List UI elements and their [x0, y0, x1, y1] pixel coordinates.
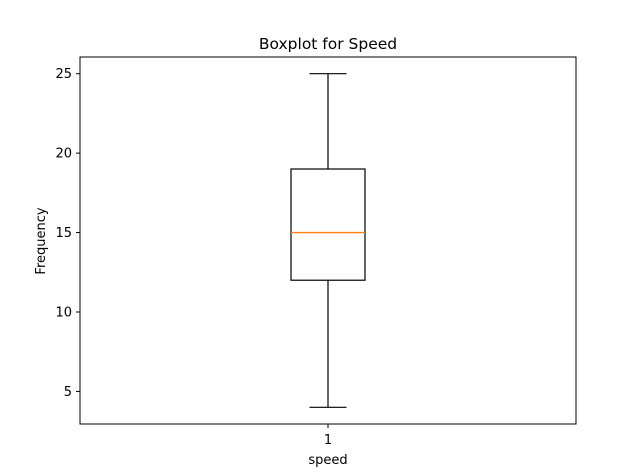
- y-tick-label: 15: [55, 226, 72, 241]
- y-tick-label: 5: [64, 385, 72, 400]
- box-group: [290, 73, 366, 408]
- y-tick-label: 25: [55, 67, 72, 82]
- y-tick-label: 10: [55, 305, 72, 320]
- x-axis-label: speed: [308, 453, 347, 468]
- y-axis-label: Frequency: [34, 207, 49, 274]
- y-tick-label: 20: [55, 147, 72, 162]
- x-tick-label: 1: [324, 433, 332, 448]
- y-axis: 5 10 15 20 25: [55, 67, 80, 400]
- chart-title: Boxplot for Speed: [259, 35, 397, 53]
- box-iqr: [290, 168, 366, 281]
- x-axis: 1: [324, 424, 332, 448]
